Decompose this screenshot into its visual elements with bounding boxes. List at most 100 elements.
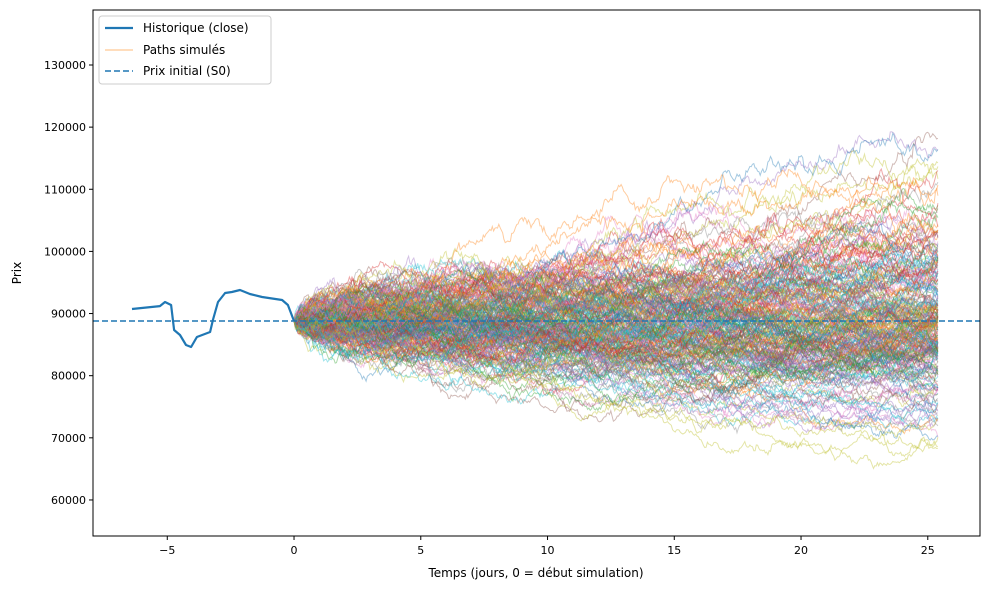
simulated-path (293, 313, 939, 395)
simulated-path (293, 302, 939, 412)
y-tick-label: 60000 (51, 494, 86, 507)
x-tick-label: 20 (794, 544, 808, 557)
simulated-path (293, 247, 939, 333)
y-tick-label: 130000 (44, 59, 86, 72)
simulated-path (293, 320, 939, 396)
simulated-path (293, 293, 939, 355)
simulated-path (293, 251, 939, 350)
simulated-path (293, 320, 939, 442)
simulated-path (293, 302, 939, 378)
simulated-path (293, 203, 939, 343)
simulated-path (293, 256, 939, 340)
simulated-path (293, 320, 939, 401)
simulated-path (293, 260, 939, 340)
simulated-path (293, 295, 939, 372)
simulated-path (293, 275, 939, 347)
simulated-path (293, 258, 939, 357)
simulated-path (293, 256, 939, 349)
simulated-path (293, 295, 939, 395)
simulated-path (293, 273, 939, 358)
y-axis: 60000 70000 80000 90000 100000 110000 120000 13… (44, 59, 93, 507)
simulated-path (293, 230, 939, 350)
simulated-path (293, 318, 939, 400)
simulated-path (293, 167, 939, 323)
simulated-path (293, 265, 939, 334)
simulated-path (293, 220, 939, 357)
simulated-path (293, 296, 939, 426)
simulated-path (293, 316, 939, 392)
simulated-path (293, 303, 939, 354)
simulated-path (293, 200, 939, 364)
simulated-path (293, 252, 939, 322)
simulated-path (293, 310, 939, 387)
simulated-path (293, 291, 938, 360)
simulated-path (293, 272, 939, 328)
simulated-path (293, 298, 939, 429)
simulated-path (293, 269, 938, 344)
simulated-path (293, 187, 939, 330)
simulated-path (293, 283, 939, 360)
simulated-path (293, 301, 939, 395)
simulated-path (293, 313, 939, 379)
simulated-path (293, 208, 939, 349)
historical-line (131, 288, 296, 349)
simulated-path (293, 258, 939, 325)
simulated-path (293, 303, 939, 429)
simulated-path (293, 298, 939, 412)
simulated-path (293, 265, 939, 332)
simulated-path (293, 221, 939, 328)
simulated-path (293, 236, 939, 363)
simulated-path (293, 311, 939, 374)
simulated-path (293, 217, 939, 337)
simulated-path (293, 319, 939, 404)
simulated-path (293, 297, 939, 393)
simulated-path (293, 169, 939, 340)
simulated-path (293, 286, 939, 354)
simulated-path (293, 291, 939, 361)
simulated-path (293, 256, 939, 334)
simulated-paths (293, 131, 939, 470)
simulated-path (293, 270, 939, 371)
legend-label-s0: Prix initial (S0) (143, 64, 231, 78)
simulated-path (293, 300, 939, 362)
simulated-path (293, 284, 939, 344)
simulated-path (293, 254, 939, 422)
simulated-path (293, 307, 939, 373)
simulated-path (293, 260, 938, 344)
simulated-path (293, 281, 939, 381)
y-tick-label: 90000 (51, 308, 86, 321)
simulated-path (293, 268, 939, 349)
simulated-path (293, 295, 939, 408)
simulated-path (293, 246, 939, 327)
simulated-path (294, 314, 939, 404)
simulated-path (293, 289, 939, 429)
simulated-path (293, 305, 939, 434)
simulated-path (293, 307, 939, 413)
simulated-path (293, 319, 939, 428)
simulated-path (293, 302, 938, 380)
simulated-path (293, 251, 939, 335)
simulated-path (293, 251, 939, 327)
simulated-path (293, 242, 939, 368)
simulated-path (293, 246, 938, 322)
y-tick-label: 80000 (51, 370, 86, 383)
simulated-path (293, 320, 939, 401)
simulated-path (293, 270, 939, 354)
y-axis-label: Prix (10, 262, 24, 284)
simulated-path (293, 225, 939, 328)
simulated-path (293, 252, 939, 349)
simulated-path (293, 275, 939, 349)
simulated-path (293, 320, 939, 453)
simulated-path (293, 290, 938, 368)
simulated-path (293, 305, 939, 371)
x-tick-label: 10 (541, 544, 555, 557)
simulated-path (293, 320, 938, 383)
simulated-path (293, 315, 939, 387)
historical-series (131, 288, 296, 349)
simulated-path (293, 247, 939, 337)
simulated-path (293, 310, 939, 412)
simulated-path (293, 245, 939, 369)
legend-box (98, 15, 272, 85)
simulated-path (294, 290, 939, 345)
